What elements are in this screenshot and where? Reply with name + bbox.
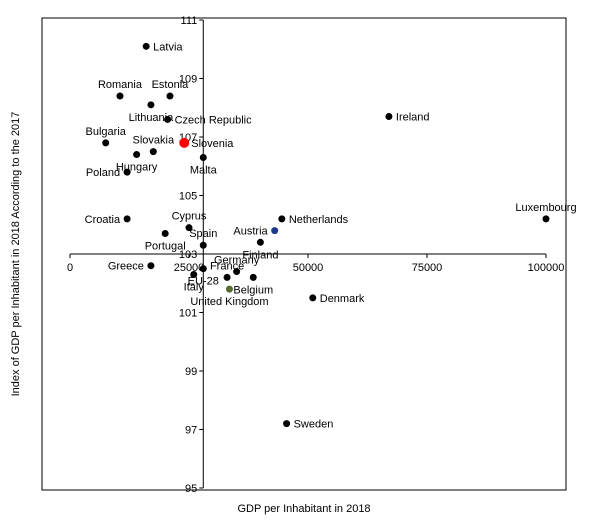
label-bulgaria: Bulgaria [86, 126, 127, 138]
point-eu-28 [199, 265, 207, 273]
label-malta: Malta [190, 164, 218, 176]
point-croatia [123, 215, 131, 223]
label-germany: Germany [214, 255, 260, 267]
label-sweden: Sweden [294, 419, 334, 431]
label-lithuania: Lithuania [129, 112, 175, 124]
point-germany [233, 268, 241, 276]
label-czech-republic: Czech Republic [175, 114, 253, 126]
y-tick-label: 97 [185, 425, 197, 437]
label-luxembourg: Luxembourg [515, 202, 576, 214]
point-hungary [133, 151, 141, 159]
label-poland: Poland [86, 167, 120, 179]
point-cyprus [185, 224, 193, 232]
point-latvia [142, 42, 150, 50]
label-croatia: Croatia [85, 214, 121, 226]
data-points [102, 42, 550, 428]
tick-labels: 0 25000 50000 75000 100000959799101103105107… [67, 15, 564, 495]
point-poland [123, 168, 131, 176]
label-austria: Austria [233, 226, 268, 238]
point-bulgaria [102, 139, 110, 147]
label-hungary: Hungary [116, 162, 158, 174]
point-denmark [309, 294, 317, 302]
y-tick-label: 109 [179, 74, 197, 86]
point-spain [199, 241, 207, 249]
y-tick-label: 101 [179, 308, 197, 320]
axes [69, 19, 547, 489]
point-austria [271, 227, 279, 235]
point-finland [256, 238, 264, 246]
point-belgium [249, 273, 257, 281]
label-ireland: Ireland [396, 112, 430, 124]
point-slovakia [149, 148, 157, 156]
point-united-kingdom [225, 285, 233, 293]
x-axis-title: GDP per Inhabitant in 2018 [237, 503, 370, 515]
label-netherlands: Netherlands [289, 214, 349, 226]
label-spain: Spain [189, 228, 217, 240]
point-netherlands [278, 215, 286, 223]
x-tick-label: 25000 [174, 262, 205, 274]
point-portugal [161, 230, 169, 238]
point-estonia [166, 92, 174, 100]
point-greece [147, 262, 155, 270]
point-romania [116, 92, 124, 100]
point-lithuania [147, 101, 155, 109]
y-tick-label: 111 [181, 15, 198, 27]
point-czech-republic [164, 115, 172, 123]
y-tick-label: 103 [179, 249, 197, 261]
label-romania: Romania [98, 79, 143, 91]
label-eu-28: EU-28 [188, 276, 219, 288]
y-axis-title: Index of GDP per Inhabitant in 2018 Acco… [10, 112, 22, 397]
label-slovakia: Slovakia [133, 135, 175, 147]
plot-area-frame [41, 17, 567, 491]
point-sweden [283, 420, 291, 428]
label-france: France [210, 260, 244, 272]
label-greece: Greece [108, 261, 144, 273]
x-tick-label: 0 [67, 262, 73, 274]
label-estonia: Estonia [152, 79, 190, 91]
label-belgium: Belgium [233, 284, 273, 296]
point-ireland [385, 113, 393, 121]
x-tick-label: 100000 [528, 262, 565, 274]
point-luxembourg [542, 215, 550, 223]
point-slovenia [179, 137, 190, 148]
point-labels: Latvia Romania Estonia Lithuania Czech Repub… [85, 41, 577, 430]
y-tick-label: 105 [179, 191, 197, 203]
x-tick-label: 50000 [293, 262, 324, 274]
label-latvia: Latvia [153, 41, 183, 53]
x-tick-label: 75000 [412, 262, 443, 274]
point-france [223, 273, 231, 281]
label-cyprus: Cyprus [172, 211, 207, 223]
label-portugal: Portugal [145, 241, 186, 253]
point-italy [190, 270, 198, 278]
point-malta [199, 153, 207, 161]
label-united-kingdom: United Kingdom [190, 296, 268, 308]
y-tick-label: 99 [185, 366, 197, 378]
label-denmark: Denmark [320, 293, 365, 305]
y-tick-label: 95 [185, 483, 197, 495]
label-italy: Italy [184, 281, 205, 293]
label-slovenia: Slovenia [191, 138, 234, 150]
label-finland: Finland [242, 249, 278, 261]
